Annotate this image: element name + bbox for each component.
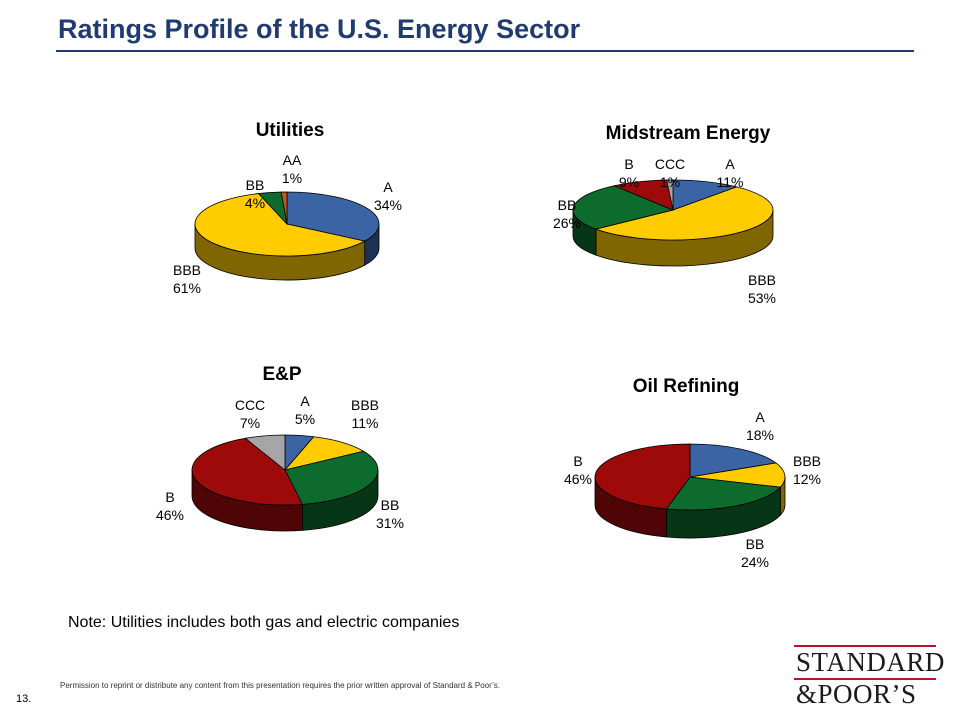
standard-poors-logo: STANDARD &POOR’S [794,645,946,709]
slice-label-bbb: BBB [173,262,201,278]
slice-value-ccc: 1% [660,174,680,190]
slice-label-b: B [624,156,633,172]
pie-slice-bb [284,450,379,505]
pie-slice-ccc [244,434,286,471]
slice-label-b: B [573,453,582,469]
slice-value-a: 18% [746,427,774,443]
slice-value-bb: 24% [741,554,769,570]
slice-value-a: 34% [374,197,402,213]
oil-refining-pie-chart: Oil Refining A 18% BBB 12% BB 24% B 46% [540,370,850,580]
slice-label-bb: BB [558,197,577,213]
note-text: Note: Utilities includes both gas and el… [68,614,460,631]
pie-slice-b [191,437,304,506]
title-rule [56,50,914,52]
pie-slice-bbb [689,462,786,488]
slice-label-ccc: CCC [655,156,685,172]
pie-svg: Midstream Energy A 11% BBB 53% BB 26% B 9% CCC 1% [553,123,776,306]
chart-title: Utilities [256,120,325,141]
slice-value-ccc: 7% [240,415,260,431]
slice-label-a: A [383,179,393,195]
utilities-pie-chart: Utilities A 34% BBB 61% BB 4% AA 1% [150,110,450,310]
slice-value-b: 46% [564,471,592,487]
slice-value-bb: 4% [245,195,265,211]
pie-slice-bbb [594,186,774,241]
slice-label-bb: BB [746,536,765,552]
slice-value-bbb: 53% [748,290,776,306]
pie-svg: Utilities A 34% BBB 61% BB 4% AA 1% [173,120,402,296]
pie-slices [191,434,379,506]
page-number: 13. [16,693,32,705]
slice-label-ccc: CCC [235,397,265,413]
pie-slices [572,179,774,241]
slice-label-a: A [755,409,765,425]
pie-slice-a [672,179,739,211]
slice-value-bbb: 61% [173,280,201,296]
chart-title: Oil Refining [633,376,740,397]
pie-svg: Oil Refining A 18% BBB 12% BB 24% B 46% [564,376,821,570]
pie-slice-bb [572,185,675,230]
ep-pie-chart: E&P A 5% BBB 11% BB 31% B 46% CCC 7% [150,360,450,550]
slice-label-bbb: BBB [351,397,379,413]
pie-slice-bb [665,476,782,511]
slice-value-bbb: 11% [352,415,379,431]
slice-labels: A 11% BBB 53% BB 26% B 9% CCC 1% [553,156,776,306]
page-title: Ratings Profile of the U.S. Energy Secto… [58,14,581,44]
slice-value-b: 9% [619,174,639,190]
slice-labels: A 34% BBB 61% BB 4% AA 1% [173,152,402,296]
pie-svg: E&P A 5% BBB 11% BB 31% B 46% CCC 7% [156,364,404,532]
logo-rule-top [794,645,936,647]
slice-value-bb: 26% [553,215,581,231]
chart-title: E&P [262,364,301,385]
pie-slice-a [689,443,777,478]
pie-slice-bbb [194,193,366,257]
slice-value-a: 11% [717,174,744,190]
slice-labels: A 5% BBB 11% BB 31% B 46% CCC 7% [156,393,404,531]
pie-slice-b [594,443,691,510]
slice-value-b: 46% [156,507,184,523]
logo-line-1: STANDARD [796,647,945,677]
slice-label-aa: AA [283,152,302,168]
pie-slice-ccc [666,179,674,211]
slice-label-a: A [300,393,310,409]
permission-notice: Permission to reprint or distribute any … [60,681,500,690]
logo-line-2: &POOR’S [796,679,917,709]
chart-title: Midstream Energy [606,123,771,144]
slice-labels: A 18% BBB 12% BB 24% B 46% [564,409,821,570]
slice-label-b: B [165,489,174,505]
slice-label-a: A [725,156,735,172]
slice-label-bbb: BBB [748,272,776,288]
slice-label-bb: BB [246,177,265,193]
slice-value-a: 5% [295,411,315,427]
slice-value-aa: 1% [282,170,302,186]
pie-slice-aa [280,191,288,225]
pie-slices [194,191,380,257]
pie-slices [594,443,786,511]
midstream-energy-pie-chart: Midstream Energy A 11% BBB 53% BB 26% B 9% CCC 1% [540,115,850,325]
slice-label-bbb: BBB [793,453,821,469]
slice-value-bbb: 12% [793,471,821,487]
logo-rule-middle [794,678,936,680]
slice-value-bb: 31% [376,515,404,531]
slice-label-bb: BB [381,497,400,513]
